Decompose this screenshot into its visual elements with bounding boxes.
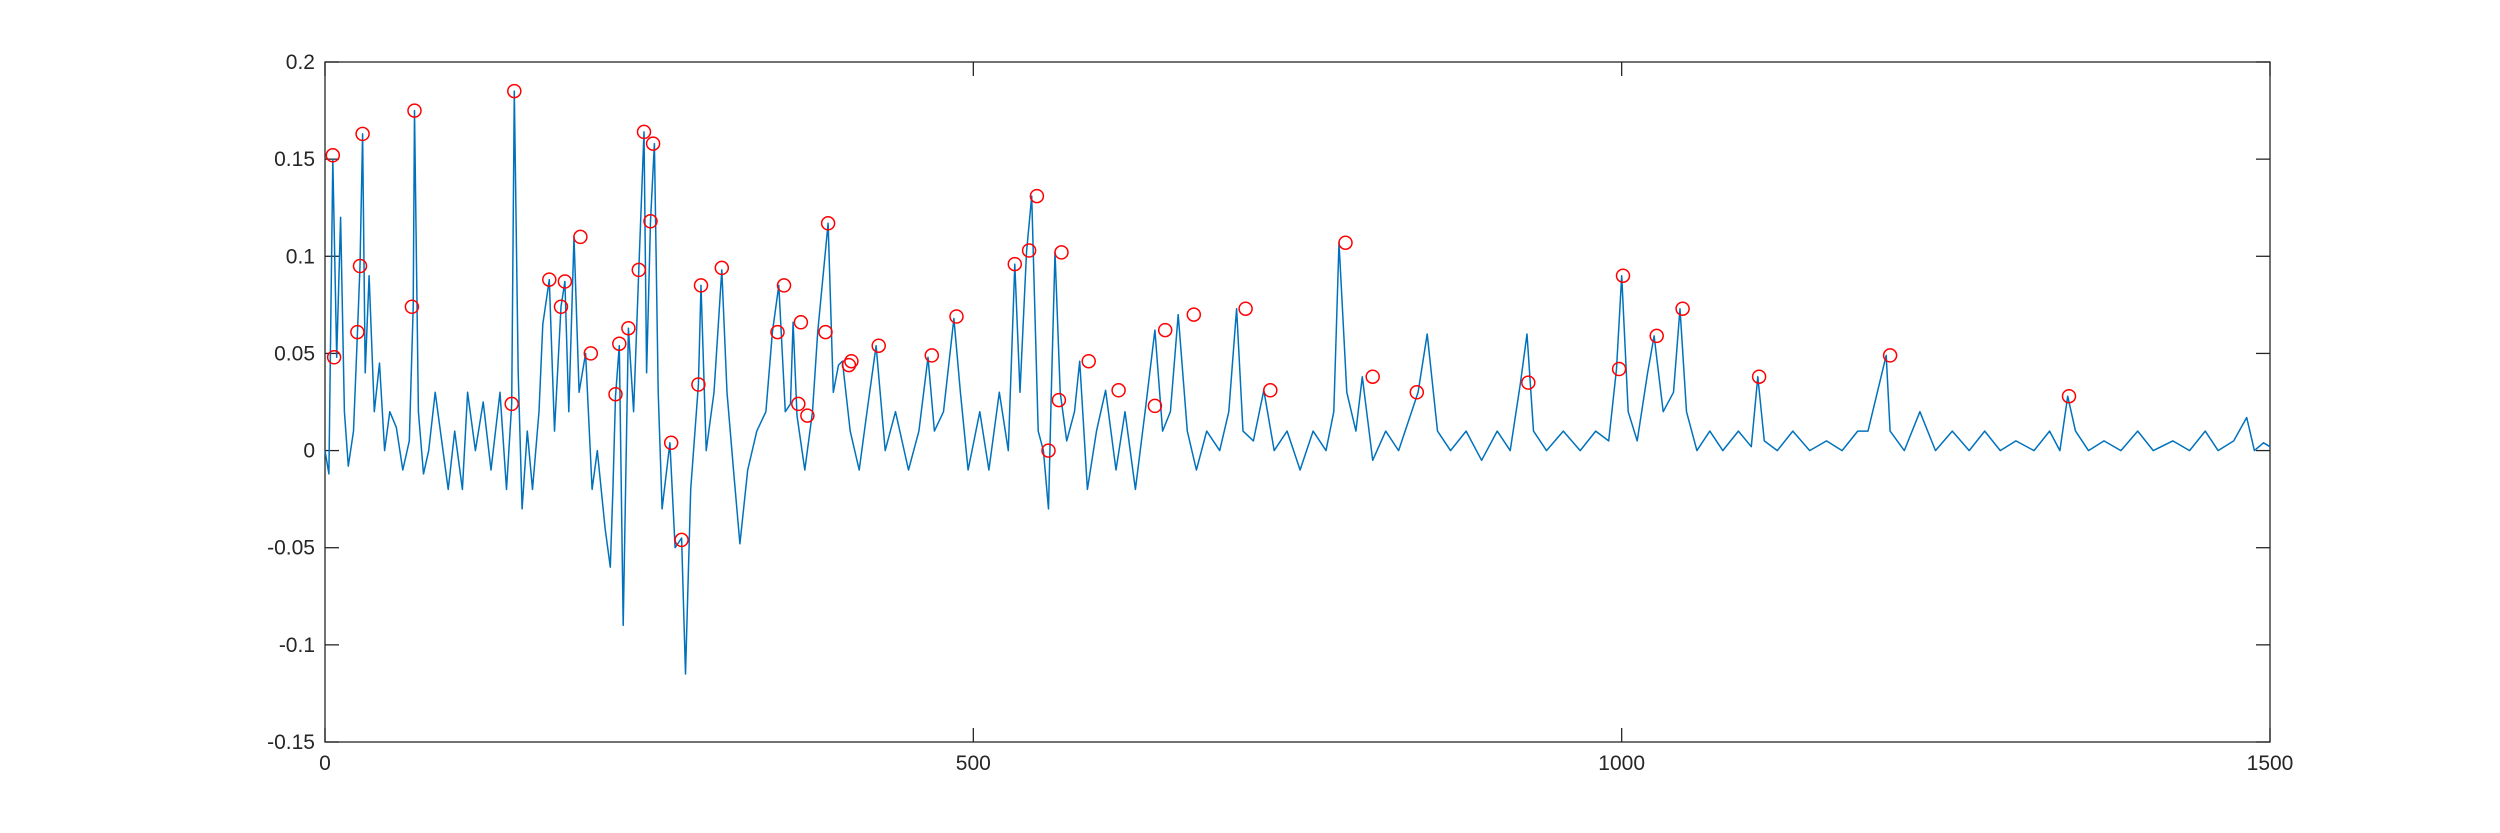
peak-marker bbox=[355, 126, 370, 142]
peak-marker bbox=[1081, 353, 1096, 369]
peak-marker bbox=[407, 103, 422, 118]
y-tick-label: -0.15 bbox=[267, 731, 315, 754]
peak-marker bbox=[645, 136, 661, 151]
x-tick-label: 0 bbox=[319, 752, 331, 775]
y-tick-label: -0.05 bbox=[267, 537, 315, 560]
peak-marker bbox=[1041, 443, 1056, 458]
peak-marker bbox=[1882, 348, 1898, 363]
peak-marker bbox=[674, 532, 689, 548]
signal-line bbox=[324, 90, 2271, 675]
peak-marker bbox=[583, 346, 599, 361]
y-tick-label: 0.2 bbox=[286, 51, 315, 74]
peak-marker bbox=[573, 229, 588, 245]
x-tick-label: 1500 bbox=[2247, 752, 2294, 775]
peak-marker bbox=[949, 309, 964, 324]
peak-marker bbox=[507, 83, 522, 99]
peak-marker bbox=[352, 258, 368, 274]
peak-marker bbox=[1675, 301, 1690, 316]
peak-marker bbox=[770, 324, 785, 340]
peak-marker bbox=[1029, 188, 1045, 204]
peak-marker bbox=[793, 315, 809, 330]
peak-marker bbox=[714, 260, 730, 276]
peak-marker bbox=[1365, 369, 1380, 384]
y-tick-label: 0.1 bbox=[286, 245, 315, 268]
peak-marker bbox=[800, 408, 815, 423]
plot-area: 0 500 1000 1500 -0.15 -0.1 -0.05 0 0.05 0.1 0.15 0.… bbox=[267, 51, 2293, 775]
peak-marker bbox=[818, 324, 833, 340]
peak-marker bbox=[621, 320, 636, 336]
peak-marker bbox=[557, 274, 573, 289]
peak-marker bbox=[1157, 322, 1173, 338]
peak-marker bbox=[1521, 375, 1536, 390]
peak-marker bbox=[691, 377, 706, 392]
peak-marker bbox=[844, 353, 859, 369]
peak-marker bbox=[1051, 392, 1067, 408]
peak-marker bbox=[1238, 301, 1253, 316]
peak-marker bbox=[841, 357, 857, 373]
peak-marker bbox=[1147, 398, 1163, 414]
peak-marker bbox=[924, 348, 940, 363]
y-tick-label: 0.15 bbox=[274, 148, 315, 171]
y-tick-label: 0.05 bbox=[274, 342, 315, 365]
peak-marker bbox=[1338, 235, 1353, 250]
peak-marker bbox=[1649, 328, 1664, 344]
x-tick-label: 1000 bbox=[1598, 752, 1645, 775]
peak-marker bbox=[542, 272, 557, 287]
peak-marker bbox=[871, 338, 886, 353]
y-tick-label: -0.1 bbox=[279, 634, 315, 657]
axes-box bbox=[324, 61, 2271, 743]
peak-marker bbox=[1007, 256, 1023, 272]
peak-marker bbox=[1611, 361, 1627, 377]
peak-marker bbox=[643, 214, 658, 229]
peak-marker bbox=[326, 350, 342, 365]
peak-marker bbox=[2061, 388, 2077, 404]
peak-marker bbox=[404, 299, 420, 315]
peak-marker bbox=[1021, 243, 1037, 258]
peak-marker bbox=[693, 278, 709, 293]
peak-marker bbox=[325, 148, 341, 163]
peak-marker bbox=[1263, 383, 1278, 398]
peak-marker bbox=[663, 435, 679, 451]
peak-marker bbox=[636, 124, 652, 140]
peak-marker bbox=[350, 324, 365, 340]
peak-marker bbox=[1751, 369, 1767, 384]
x-tick-label: 500 bbox=[956, 752, 991, 775]
peak-marker bbox=[553, 299, 569, 315]
peak-marker bbox=[1054, 245, 1069, 260]
peak-marker bbox=[504, 396, 519, 412]
peak-marker bbox=[1615, 268, 1631, 283]
peak-marker bbox=[1409, 385, 1425, 400]
peak-marker bbox=[791, 396, 806, 412]
y-tick-label: 0 bbox=[303, 440, 315, 463]
peak-marker bbox=[1186, 307, 1202, 322]
peak-marker bbox=[776, 278, 792, 293]
peak-marker bbox=[608, 386, 623, 402]
peak-marker bbox=[820, 216, 836, 231]
peak-marker bbox=[631, 262, 647, 278]
peak-marker bbox=[612, 336, 627, 351]
peak-marker bbox=[1111, 383, 1126, 398]
